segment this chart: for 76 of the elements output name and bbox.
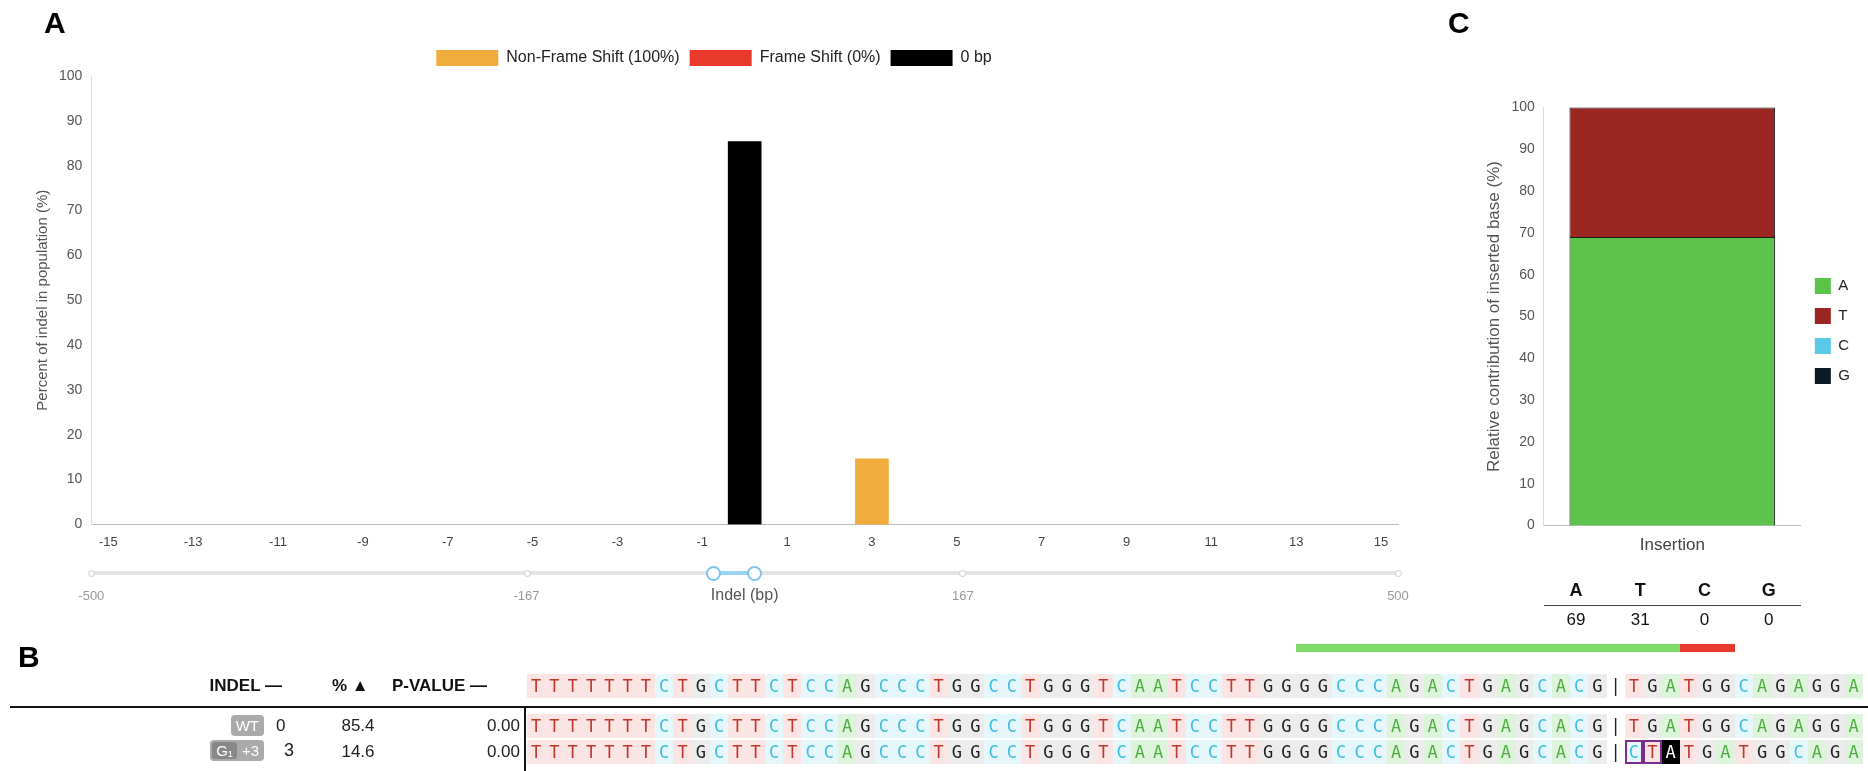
text: G₁ (212, 742, 237, 759)
y-tick-label: 70 (66, 201, 83, 218)
text: -167 (512, 588, 541, 603)
text: T (1633, 580, 1647, 601)
text: 0.00 (486, 716, 520, 736)
legend-label: G (1838, 366, 1850, 384)
text: 31 (1629, 610, 1651, 630)
text: 14.6 (340, 742, 376, 762)
legend-label: 0 bp (960, 48, 992, 66)
x-tick-label: -5 (526, 533, 539, 549)
x-tick-label: -15 (98, 533, 118, 549)
x-tick-label: 9 (1122, 533, 1131, 549)
y-tick-label: 90 (1519, 140, 1535, 157)
x-tick-label: 7 (1038, 533, 1046, 549)
y-tick-label: 50 (66, 291, 83, 308)
text: INDEL — (209, 676, 282, 696)
text: % ▲ (332, 676, 369, 696)
text: C (1696, 580, 1712, 601)
text: 85.4 (340, 716, 376, 736)
legend-label: C (1838, 336, 1850, 354)
x-tick-label: 11 (1204, 533, 1219, 549)
text: 0 (276, 716, 286, 736)
y-axis-title: Percent of indel in population (%) (33, 189, 51, 411)
x-tick-label: -9 (357, 533, 369, 549)
y-tick-label: 90 (66, 111, 83, 128)
text: A (1568, 580, 1584, 601)
y-tick-label: 40 (66, 335, 83, 352)
chart-title: A (44, 6, 66, 40)
y-tick-label: 100 (59, 66, 83, 83)
y-tick-label: 60 (1519, 265, 1535, 282)
y-tick-label: 50 (1519, 307, 1535, 324)
y-tick-label: 80 (1519, 181, 1535, 198)
text: 69 (1565, 610, 1587, 630)
y-tick-label: 80 (66, 156, 83, 173)
y-tick-label: 100 (1511, 98, 1535, 115)
chart-title: C (1448, 6, 1470, 40)
y-tick-label: 20 (66, 425, 83, 442)
x-tick-label: 3 (868, 533, 876, 549)
x-tick-label: Insertion (1639, 535, 1705, 555)
x-tick-label: -11 (269, 533, 287, 549)
y-tick-label: 70 (1519, 223, 1535, 240)
text: G (1760, 580, 1777, 601)
text: 3 (284, 740, 295, 761)
text: -500 (77, 588, 106, 603)
y-tick-label: 0 (74, 515, 83, 532)
x-tick-label: 15 (1373, 533, 1389, 549)
text: 0 (1698, 610, 1711, 630)
y-tick-label: 40 (1519, 349, 1535, 366)
y-tick-label: 20 (1519, 432, 1535, 449)
y-tick-label: 10 (66, 470, 83, 487)
x-tick-label: 1 (783, 533, 791, 549)
text: P-VALUE — (392, 676, 488, 696)
y-axis-title: Relative contribution of inserted base (%) (1483, 161, 1503, 472)
x-tick-label: -1 (696, 533, 709, 549)
text: WT (230, 715, 264, 736)
y-tick-label: 30 (66, 380, 83, 397)
legend-label: Frame Shift (0%) (759, 48, 881, 66)
x-tick-label: -7 (441, 533, 454, 549)
y-tick-label: 60 (66, 246, 83, 263)
text: 0 (1762, 610, 1775, 630)
x-tick-label: -3 (611, 533, 624, 549)
legend-label: Non-Frame Shift (100%) (506, 48, 680, 66)
text: 167 (951, 588, 975, 603)
x-tick-label: 13 (1288, 533, 1304, 549)
text: 500 (1386, 588, 1410, 603)
text: +3 (241, 742, 259, 759)
legend-label: A (1838, 276, 1849, 294)
text: B (18, 640, 40, 674)
x-tick-label: -13 (183, 533, 203, 549)
text: 0.00 (486, 742, 520, 762)
x-axis-title: Indel (bp) (710, 586, 779, 603)
y-tick-label: 0 (1526, 516, 1535, 533)
y-tick-label: 10 (1519, 474, 1535, 491)
legend-label: T (1838, 306, 1848, 324)
y-tick-label: 30 (1519, 391, 1535, 407)
x-tick-label: 5 (953, 533, 961, 549)
